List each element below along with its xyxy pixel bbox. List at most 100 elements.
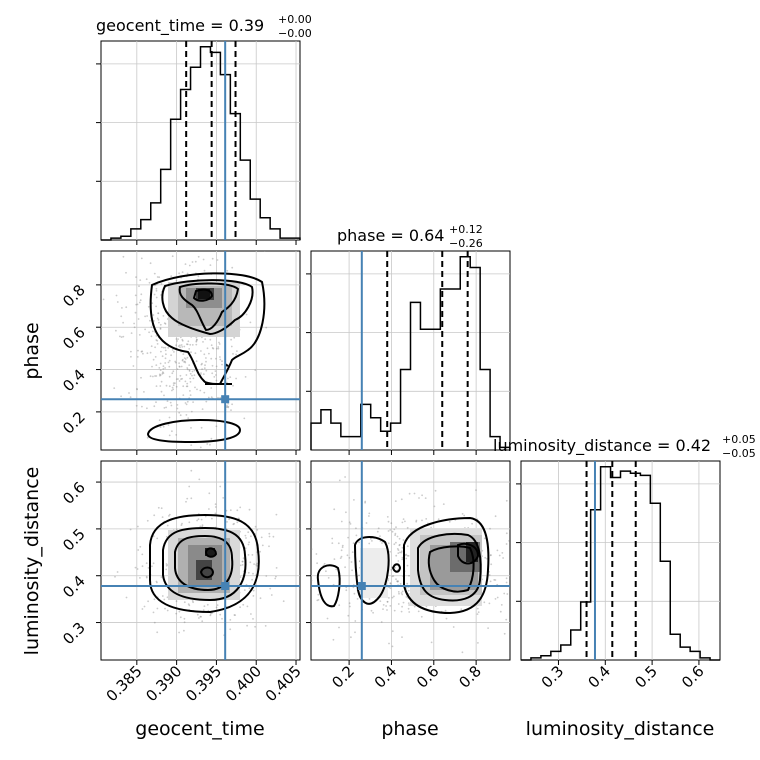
scatter-point [477, 642, 479, 644]
scatter-point [134, 311, 137, 314]
scatter-point [483, 537, 486, 540]
scatter-point [183, 601, 186, 604]
contour-left [316, 564, 341, 608]
histogram-steps [101, 46, 720, 661]
scatter-point [398, 544, 401, 547]
x-tick-label-geocent-time: 0.390 [142, 662, 185, 705]
title-geocent-time: geocent_time = 0.39 +0.00 −0.00 [96, 13, 312, 40]
scatter-point [358, 574, 360, 577]
scatter-point [155, 289, 158, 292]
scatter-point [200, 426, 203, 429]
scatter-point [130, 355, 132, 358]
scatter-point [206, 603, 209, 606]
scatter-point [399, 551, 401, 554]
scatter-point [254, 625, 256, 628]
scatter-point [229, 619, 232, 621]
x-tick-label-luminosity-distance: 0.6 [678, 662, 708, 692]
scatter-point [226, 269, 229, 272]
scatter-point [186, 343, 189, 346]
scatter-point [341, 544, 344, 547]
scatter-point [141, 405, 143, 408]
scatter-point [171, 389, 173, 392]
scatter-point [155, 364, 158, 366]
scatter-point [119, 335, 121, 338]
scatter-point [186, 356, 189, 359]
scatter-point [349, 605, 351, 608]
scatter-point [338, 604, 341, 607]
x-tick-label-luminosity-distance: 0.5 [631, 662, 661, 692]
scatter-point [230, 345, 233, 348]
scatter-point [340, 555, 343, 558]
scatter-point [178, 362, 181, 364]
scatter-point [236, 509, 239, 512]
scatter-point [125, 596, 128, 599]
scatter-point [382, 604, 385, 606]
scatter-point [259, 550, 261, 553]
scatter-point [146, 436, 149, 439]
scatter-point [365, 522, 368, 524]
scatter-point [358, 541, 360, 544]
scatter-point [518, 575, 520, 577]
scatter-point [146, 519, 149, 522]
scatter-point [196, 388, 198, 391]
scatter-point [405, 596, 408, 598]
scatter-point [138, 301, 141, 304]
x-tick-label-phase: 0.8 [455, 662, 485, 692]
scatter-point [461, 513, 464, 515]
scatter-point [219, 358, 222, 361]
scatter-point [217, 346, 220, 348]
title-luminosity-distance-minus: −0.05 [722, 447, 756, 460]
scatter-point [344, 476, 346, 478]
scatter-point [157, 506, 160, 509]
scatter-point [128, 392, 130, 394]
title-luminosity-distance: luminosity_distance = 0.42 +0.05 −0.05 [493, 433, 756, 460]
scatter-point [259, 597, 262, 600]
scatter-point [120, 336, 123, 338]
scatter-point [142, 247, 144, 249]
scatter-point [471, 522, 473, 525]
scatter-point [407, 555, 410, 557]
scatter-point [133, 326, 136, 329]
scatter-point [229, 509, 232, 512]
scatter-point [156, 317, 159, 320]
scatter-point [115, 329, 117, 332]
scatter-point [189, 390, 191, 392]
scatter-point [183, 629, 185, 632]
scatter-point [236, 350, 238, 352]
scatter-point [158, 367, 161, 369]
scatter-point [136, 356, 139, 358]
scatter-point [209, 264, 212, 266]
scatter-point [178, 272, 181, 275]
scatter-point [208, 352, 210, 355]
scatter-point [116, 571, 119, 573]
title-phase-plus: +0.12 [449, 223, 483, 236]
scatter-point [355, 527, 357, 530]
scatter-point [182, 394, 185, 396]
scatter-point [184, 361, 187, 364]
scatter-point [185, 500, 187, 503]
scatter-point [221, 360, 223, 362]
scatter-point [376, 530, 379, 533]
scatter-point [390, 522, 393, 525]
scatter-point [237, 517, 240, 520]
scatter-point [194, 386, 196, 389]
scatter-point [182, 353, 185, 355]
scatter-point [152, 562, 155, 565]
scatter-point [311, 579, 313, 582]
scatter-point [164, 346, 167, 349]
scatter-point [393, 595, 395, 598]
scatter-point [402, 601, 405, 604]
scatter-point [175, 344, 178, 347]
x-tick-label-geocent-time: 0.405 [262, 662, 305, 705]
scatter-point [345, 511, 347, 514]
scatter-point [394, 532, 397, 535]
scatter-point [244, 547, 247, 550]
scatter-point [353, 592, 356, 595]
scatter-point [270, 594, 273, 596]
scatter-point [191, 374, 193, 377]
scatter-point [147, 567, 150, 569]
scatter-point [180, 524, 183, 526]
scatter-point [211, 372, 214, 375]
scatter-point [260, 536, 263, 539]
scatter-point [227, 405, 230, 408]
